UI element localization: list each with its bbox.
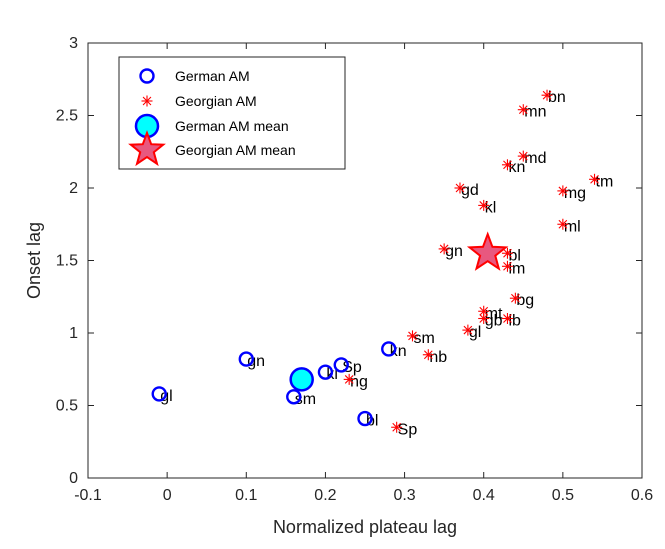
georgian-am-marker	[589, 173, 601, 185]
point-label: mt	[485, 305, 503, 322]
point-label: kl	[485, 199, 497, 216]
point-label: bn	[548, 89, 566, 106]
georgian-am-marker	[422, 349, 434, 361]
x-tick-label: 0.2	[314, 487, 336, 504]
y-tick-label: 2.5	[56, 108, 78, 125]
point-label: gn	[445, 243, 463, 260]
georgian-am-marker	[501, 159, 513, 171]
legend-label: German AM mean	[175, 118, 289, 134]
georgian-am-mean-marker	[466, 231, 509, 271]
georgian-am-marker	[391, 421, 403, 433]
georgian-am-marker	[438, 243, 450, 255]
georgian-am-marker	[509, 292, 521, 304]
point-label: lb	[508, 313, 521, 330]
y-tick-label: 3	[69, 35, 78, 52]
point-label: bg	[516, 292, 534, 309]
point-label: tm	[596, 173, 614, 190]
x-tick-label: 0	[163, 487, 172, 504]
georgian-am-marker	[478, 313, 490, 324]
legend-german-am-icon	[139, 68, 155, 84]
georgian-am-marker	[557, 218, 569, 230]
point-label: lm	[508, 260, 525, 277]
y-tick-label: 0.5	[56, 398, 78, 415]
german-am-marker	[238, 351, 254, 367]
georgian-am-marker	[557, 185, 569, 197]
point-label: ml	[564, 218, 581, 235]
point-label: gl	[469, 324, 481, 341]
georgian-am-marker	[541, 89, 553, 101]
legend-label: German AM	[175, 68, 250, 84]
point-label: Sp	[398, 421, 418, 438]
axes: -0.1 0 0.1 0.2 0.3 0.4 0.5 0.600.511.522.53	[56, 35, 653, 504]
georgian-am-marker	[501, 260, 513, 272]
x-axis-title: Normalized plateau lag	[273, 517, 457, 537]
markers	[151, 89, 601, 433]
point-label: kn	[390, 343, 407, 360]
point-label: bl	[508, 247, 520, 264]
x-tick-label: 0.5	[552, 487, 574, 504]
point-label: gd	[461, 182, 479, 199]
legend-georgian-am-icon	[141, 95, 153, 107]
point-label: gn	[247, 353, 265, 370]
y-tick-label: 2	[69, 180, 78, 197]
georgian-am-marker	[343, 373, 355, 385]
x-tick-label: 0.3	[393, 487, 415, 504]
legend: German AM Georgian AM German AM mean Georgi…	[118, 56, 346, 170]
german-am-marker	[333, 357, 349, 373]
georgian-am-marker	[454, 182, 466, 194]
y-tick-label: 1.5	[56, 253, 78, 270]
german-am-marker	[151, 386, 167, 402]
georgian-am-marker	[517, 104, 529, 116]
point-label: md	[524, 150, 546, 167]
y-axis-title: Onset lag	[24, 222, 44, 299]
german-am-marker	[317, 364, 334, 380]
german-am-marker	[286, 389, 302, 405]
point-label: mn	[524, 104, 546, 121]
point-label: kn	[508, 159, 525, 176]
german-am-mean-marker	[289, 367, 314, 392]
legend-label: Georgian AM	[175, 93, 257, 109]
x-tick-label: -0.1	[74, 487, 102, 504]
point-label: mg	[564, 185, 586, 202]
georgian-am-marker	[501, 313, 513, 324]
point-label: nb	[429, 349, 447, 366]
legend-label: Georgian AM mean	[175, 142, 296, 158]
x-tick-label: 0.6	[631, 487, 653, 504]
german-am-marker	[357, 410, 373, 427]
georgian-am-marker	[478, 199, 490, 211]
georgian-am-marker	[406, 330, 418, 342]
y-tick-label: 0	[69, 470, 78, 487]
x-tick-label: 0.1	[235, 487, 257, 504]
y-tick-label: 1	[69, 325, 78, 342]
point-label: sm	[413, 330, 434, 347]
x-tick-label: 0.4	[473, 487, 495, 504]
georgian-am-marker	[501, 247, 513, 259]
point-label: ng	[350, 373, 368, 390]
legend-georgian-am-mean-icon	[128, 130, 166, 167]
georgian-am-marker	[517, 150, 529, 162]
point-label: gb	[485, 313, 503, 330]
german-am-marker	[381, 341, 397, 357]
georgian-am-marker	[462, 324, 474, 336]
